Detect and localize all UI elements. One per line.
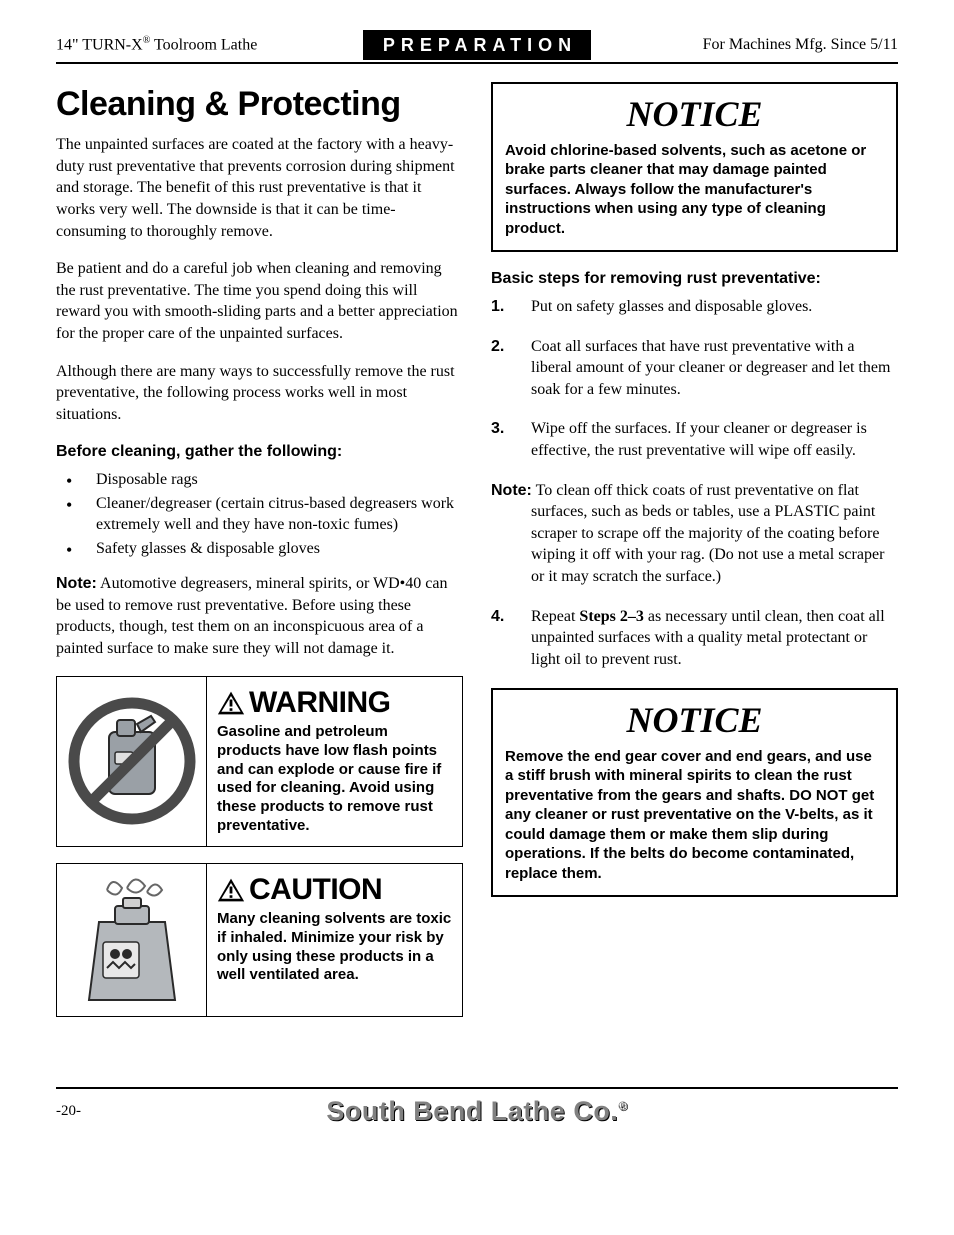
note-label: Note: [56, 575, 97, 592]
section-badge: PREPARATION [363, 30, 591, 60]
warning-header: WARNING [217, 683, 452, 724]
header-left: 14" TURN-X® Toolroom Lathe [56, 34, 363, 56]
warning-title: WARNING [249, 683, 391, 724]
notice-box-2: NOTICE Remove the end gear cover and end… [491, 688, 898, 897]
header-left-suffix: Toolroom Lathe [150, 37, 257, 54]
right-column: NOTICE Avoid chlorine-based solvents, su… [491, 82, 898, 1016]
caution-illustration [57, 864, 207, 1016]
alert-triangle-icon [217, 690, 245, 716]
note-paragraph: Note: Automotive degreasers, mineral spi… [56, 573, 463, 659]
note-label: Note: [491, 482, 532, 499]
page-title: Cleaning & Protecting [56, 82, 463, 128]
caution-text-block: CAUTION Many cleaning solvents are toxic… [207, 864, 462, 1016]
page-number: -20- [56, 1101, 116, 1121]
notice-box-1: NOTICE Avoid chlorine-based solvents, su… [491, 82, 898, 252]
notice-body: Remove the end gear cover and end gears,… [505, 747, 884, 884]
notice-title: NOTICE [505, 90, 884, 139]
note-text: To clean off thick coats of rust prevent… [531, 482, 884, 585]
steps-list-cont: Repeat Steps 2–3 as necessary until clea… [491, 606, 898, 671]
step4-pre: Repeat [531, 608, 579, 625]
brand-logo: South Bend Lathe Co.® [116, 1093, 838, 1129]
list-item: Safety glasses & disposable gloves [56, 538, 463, 560]
brand-text: South Bend Lathe Co. [326, 1096, 618, 1126]
list-item: Cleaner/degreaser (certain citrus-based … [56, 493, 463, 536]
note-text: Automotive degreasers, mineral spirits, … [56, 575, 447, 657]
steps-heading: Basic steps for removing rust preventati… [491, 268, 898, 290]
page-footer: -20- South Bend Lathe Co.® [56, 1087, 898, 1129]
caution-title: CAUTION [249, 870, 382, 911]
content-columns: Cleaning & Protecting The unpainted surf… [56, 82, 898, 1016]
intro-para-2: Be patient and do a careful job when cle… [56, 258, 463, 344]
alert-triangle-icon [217, 877, 245, 903]
caution-body: Many cleaning solvents are toxic if inha… [217, 910, 452, 985]
gas-can-prohibited-icon [67, 696, 197, 826]
caution-header: CAUTION [217, 870, 452, 911]
intro-para-3: Although there are many ways to successf… [56, 361, 463, 426]
left-column: Cleaning & Protecting The unpainted surf… [56, 82, 463, 1016]
warning-text-block: WARNING Gasoline and petroleum products … [207, 677, 462, 846]
gather-heading: Before cleaning, gather the following: [56, 441, 463, 463]
header-left-prefix: 14" TURN-X [56, 37, 143, 54]
mid-note: Note: To clean off thick coats of rust p… [491, 480, 898, 588]
caution-callout: CAUTION Many cleaning solvents are toxic… [56, 863, 463, 1017]
warning-callout: WARNING Gasoline and petroleum products … [56, 676, 463, 847]
gather-list: Disposable rags Cleaner/degreaser (certa… [56, 469, 463, 559]
list-item: Disposable rags [56, 469, 463, 491]
step-item: Wipe off the surfaces. If your cleaner o… [491, 418, 898, 461]
steps-list: Put on safety glasses and disposable glo… [491, 296, 898, 462]
step4-bold: Steps 2–3 [579, 608, 643, 625]
step-item: Coat all surfaces that have rust prevent… [491, 336, 898, 401]
warning-body: Gasoline and petroleum products have low… [217, 723, 452, 836]
registered-icon: ® [618, 1099, 627, 1113]
notice-body: Avoid chlorine-based solvents, such as a… [505, 141, 884, 239]
step-item: Repeat Steps 2–3 as necessary until clea… [491, 606, 898, 671]
warning-illustration [57, 677, 207, 846]
notice-title: NOTICE [505, 696, 884, 745]
header-right: For Machines Mfg. Since 5/11 [591, 34, 898, 56]
page-header: 14" TURN-X® Toolroom Lathe PREPARATION F… [56, 30, 898, 64]
step-item: Put on safety glasses and disposable glo… [491, 296, 898, 318]
intro-para-1: The unpainted surfaces are coated at the… [56, 134, 463, 242]
solvent-fumes-icon [67, 870, 197, 1010]
